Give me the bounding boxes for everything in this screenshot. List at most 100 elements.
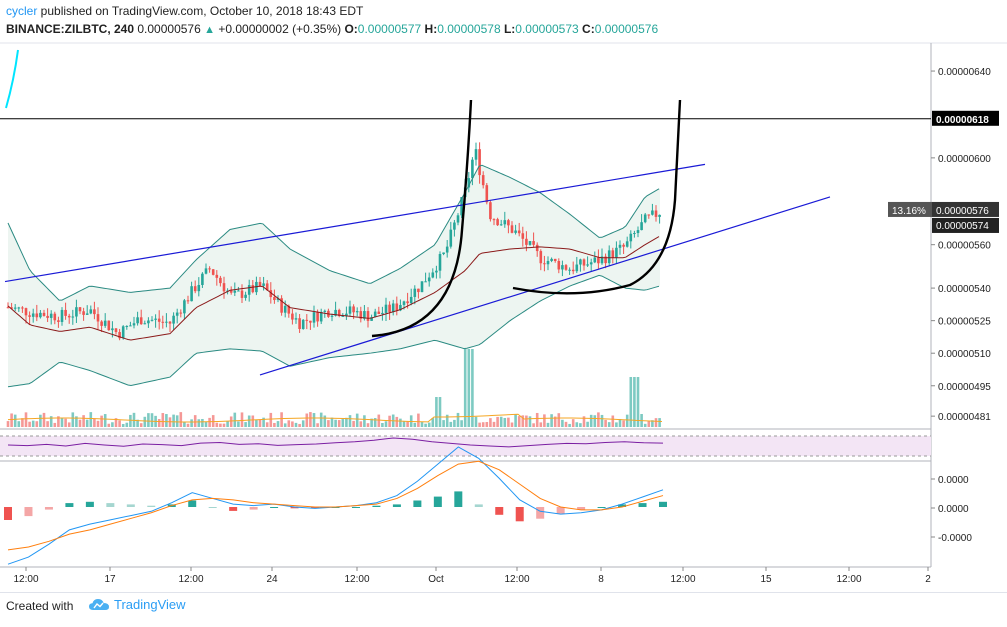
candle-body [312,312,316,323]
cyan-line-fragment [5,49,19,109]
candle-body [381,312,384,314]
low-value: 0.00000573 [515,22,579,36]
candle-body [341,315,345,317]
candle-body [258,281,262,286]
candle-body [107,320,111,331]
candle-body [265,283,269,291]
candle-body [474,149,478,160]
x-tick-label: Oct [428,574,444,585]
candle-body [337,309,341,317]
volume-bar [420,421,424,427]
candle-body [301,319,305,329]
candle-body [633,233,636,235]
candle-body [291,313,294,320]
author-link[interactable]: cycler [6,4,38,18]
candle-body [143,323,147,325]
candle-body [471,159,474,179]
candle-body [229,290,233,293]
candle-body [478,149,481,176]
macd-histogram-bar [433,496,442,507]
candle-body [435,270,438,273]
publish-line: cycler published on TradingView.com, Oct… [6,4,363,18]
macd-histogram-bar [454,491,463,507]
candle-body [46,315,49,318]
tradingview-logo[interactable]: TradingView [88,597,186,612]
volume-bar [330,417,334,427]
candle-body [42,312,46,316]
candle-body [460,197,463,216]
candle-body [244,294,247,298]
candle-body [424,281,427,283]
volume-bar [226,421,229,427]
candle-body [647,214,651,216]
candle-body [330,315,334,317]
volume-bar [183,421,186,427]
candle-body [521,233,525,239]
candle-body [78,307,82,312]
open-label: O: [344,22,358,36]
volume-bar [474,416,478,427]
last-price-badge [932,201,999,217]
candle-body [222,283,226,292]
volume-bar [60,418,64,427]
volume-bar [568,423,571,427]
cup-drawing[interactable] [371,99,682,338]
percent-badge-label: 13.16% [892,206,926,217]
candle-body [190,286,193,302]
volume-bar [139,423,143,427]
candle-body [168,321,172,324]
macd-histogram-bar [208,507,217,508]
trendlines[interactable] [4,163,831,376]
volume-bar [31,420,35,427]
volume-bar [67,422,71,427]
candle-body [579,259,582,265]
candle-body [489,202,492,220]
candle-body [413,288,417,297]
candle-body [640,222,643,231]
volume-bar [550,414,553,427]
candle-body [201,273,204,285]
volume-bar [478,422,481,427]
candle-body [507,220,510,226]
volume-bar [348,415,352,427]
low-label: L: [503,22,516,36]
candle-body [417,288,420,293]
volume-bar [6,421,10,427]
candle-body [442,252,445,255]
macd-histogram-bar [106,503,115,507]
macd-histogram-bar [65,503,74,507]
volume-bar [172,414,175,427]
candle-body [165,321,168,323]
volume-bar [301,420,305,427]
candle-body [445,246,449,253]
volume-bar [24,412,28,427]
candle-body [125,325,129,327]
macd-histogram-bar [270,507,279,508]
candles [6,142,661,341]
candle-body [93,309,96,315]
high-label: H: [424,22,438,36]
candle-body [467,178,471,188]
volume-bar [208,417,211,427]
candle-body [539,251,543,264]
volume-bar [312,413,316,427]
volume-bar [561,419,564,427]
ohlc-readout: O:0.00000577 H:0.00000578 L:0.00000573 C… [344,22,658,36]
volume-bar [424,423,427,427]
volume-bar [85,419,89,427]
rsi-band [0,436,931,456]
price-axis[interactable]: 0.00000640 0.00000600 0.00000560 0.00000540… [931,67,991,423]
y-tick-label: 0.00000560 [938,241,991,252]
candle-body [247,285,251,295]
candle-body [366,311,370,321]
volume-bar [636,377,640,427]
volume-bar [586,421,589,427]
macd-histogram-bar [4,507,12,520]
time-axis[interactable]: 12:00 17 12:00 24 12:00 Oct 12:00 8 12:00 15 12:00… [13,567,931,585]
candle-body [283,305,287,313]
volume-bar [283,423,287,427]
volume-bar [251,415,255,427]
price-level-label: 0.00000618 [936,115,989,126]
price-chart[interactable]: 0.00000618 13.16% 0.00000576 0.00000574 0.0… [0,0,1007,592]
horizontal-price-line[interactable]: 0.00000618 13.16% 0.00000576 0.00000574 [0,110,999,233]
